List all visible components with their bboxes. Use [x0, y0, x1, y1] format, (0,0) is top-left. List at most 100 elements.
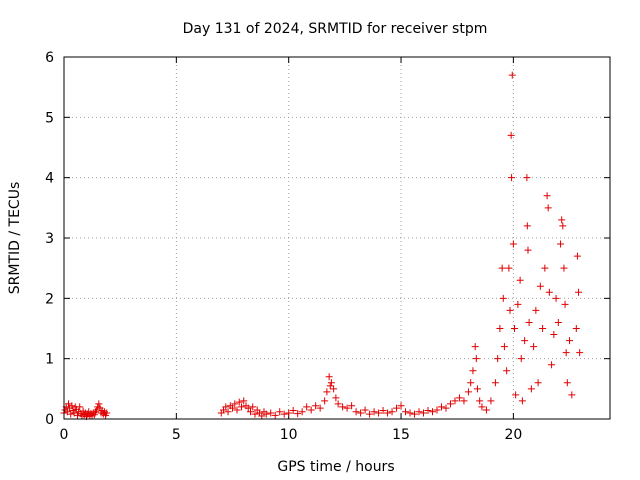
data-point	[469, 367, 477, 375]
data-point	[357, 409, 365, 417]
data-point	[548, 361, 556, 369]
data-point	[482, 406, 490, 414]
data-point	[103, 409, 111, 417]
data-point	[73, 411, 81, 419]
plot-frame	[63, 56, 611, 420]
data-point	[307, 406, 315, 414]
data-points	[60, 71, 584, 421]
data-point	[224, 408, 232, 416]
data-point	[509, 240, 517, 248]
data-point	[95, 400, 103, 408]
data-point	[437, 403, 445, 411]
data-point	[262, 410, 270, 418]
data-point	[93, 406, 101, 414]
data-point	[536, 282, 544, 290]
data-point	[321, 397, 329, 405]
data-point	[388, 408, 396, 416]
data-point	[557, 240, 565, 248]
data-point	[451, 397, 459, 405]
data-point	[332, 394, 340, 402]
data-point	[231, 400, 239, 408]
data-point	[576, 349, 584, 357]
data-point	[473, 385, 481, 393]
data-point	[393, 404, 401, 412]
data-point	[327, 379, 335, 387]
y-tick-label: 3	[45, 231, 54, 247]
data-point	[229, 404, 237, 412]
data-point	[508, 71, 516, 79]
data-point	[323, 388, 331, 396]
x-tick-label: 0	[60, 427, 69, 443]
data-point	[523, 222, 531, 230]
y-tick-label: 5	[45, 110, 54, 126]
x-tick-label: 5	[172, 427, 181, 443]
data-point	[511, 325, 519, 332]
data-point	[517, 355, 525, 363]
data-point	[280, 410, 288, 418]
data-point	[530, 343, 538, 351]
x-tick-label: 15	[392, 427, 410, 443]
data-point	[503, 367, 511, 375]
data-point	[415, 408, 423, 416]
data-point	[325, 373, 333, 381]
data-point	[348, 402, 356, 410]
data-point	[506, 306, 514, 314]
data-point	[487, 397, 495, 405]
data-point	[326, 382, 334, 390]
data-point	[573, 252, 581, 260]
data-point	[494, 355, 502, 363]
data-point	[545, 288, 553, 296]
data-point	[424, 407, 432, 415]
data-point	[518, 397, 526, 405]
data-point	[572, 325, 580, 332]
data-point	[507, 131, 515, 139]
data-point	[384, 409, 392, 417]
data-point	[370, 408, 378, 416]
data-point	[240, 397, 248, 405]
data-point	[505, 264, 513, 272]
data-point	[76, 403, 84, 411]
data-point	[238, 403, 246, 411]
data-point	[67, 410, 75, 418]
data-point	[512, 391, 520, 399]
x-tick-label: 10	[280, 427, 298, 443]
data-point	[433, 406, 441, 414]
data-point	[524, 246, 532, 254]
data-point	[539, 325, 547, 332]
data-point	[575, 288, 583, 296]
data-point	[276, 408, 284, 416]
data-point	[352, 408, 360, 416]
y-tick-label: 2	[45, 291, 54, 307]
data-point	[271, 411, 279, 419]
data-point	[222, 403, 230, 411]
data-point	[560, 264, 568, 272]
data-point	[251, 410, 259, 418]
data-point	[491, 379, 499, 387]
data-point	[235, 398, 243, 406]
data-point	[366, 410, 374, 418]
data-point	[566, 337, 574, 345]
data-point	[496, 325, 504, 332]
data-point	[312, 402, 320, 410]
data-point	[64, 400, 72, 408]
x-axis-label: GPS time / hours	[277, 459, 394, 475]
data-point	[563, 379, 571, 387]
data-point	[544, 204, 552, 212]
axis-ticks: 0 5 10 15 20 0 1 2 3 4 5 6	[45, 50, 610, 443]
data-point	[561, 300, 569, 308]
data-point	[91, 408, 99, 416]
data-point	[525, 318, 533, 326]
data-point	[534, 379, 542, 387]
data-point	[446, 400, 454, 408]
data-point	[498, 264, 506, 272]
data-point	[316, 404, 324, 412]
data-point	[527, 385, 535, 393]
data-point	[478, 403, 486, 411]
data-point	[285, 409, 293, 417]
data-point	[516, 276, 524, 284]
data-point	[550, 331, 558, 339]
data-point	[558, 216, 566, 224]
data-point	[476, 397, 484, 405]
data-point	[532, 306, 540, 314]
